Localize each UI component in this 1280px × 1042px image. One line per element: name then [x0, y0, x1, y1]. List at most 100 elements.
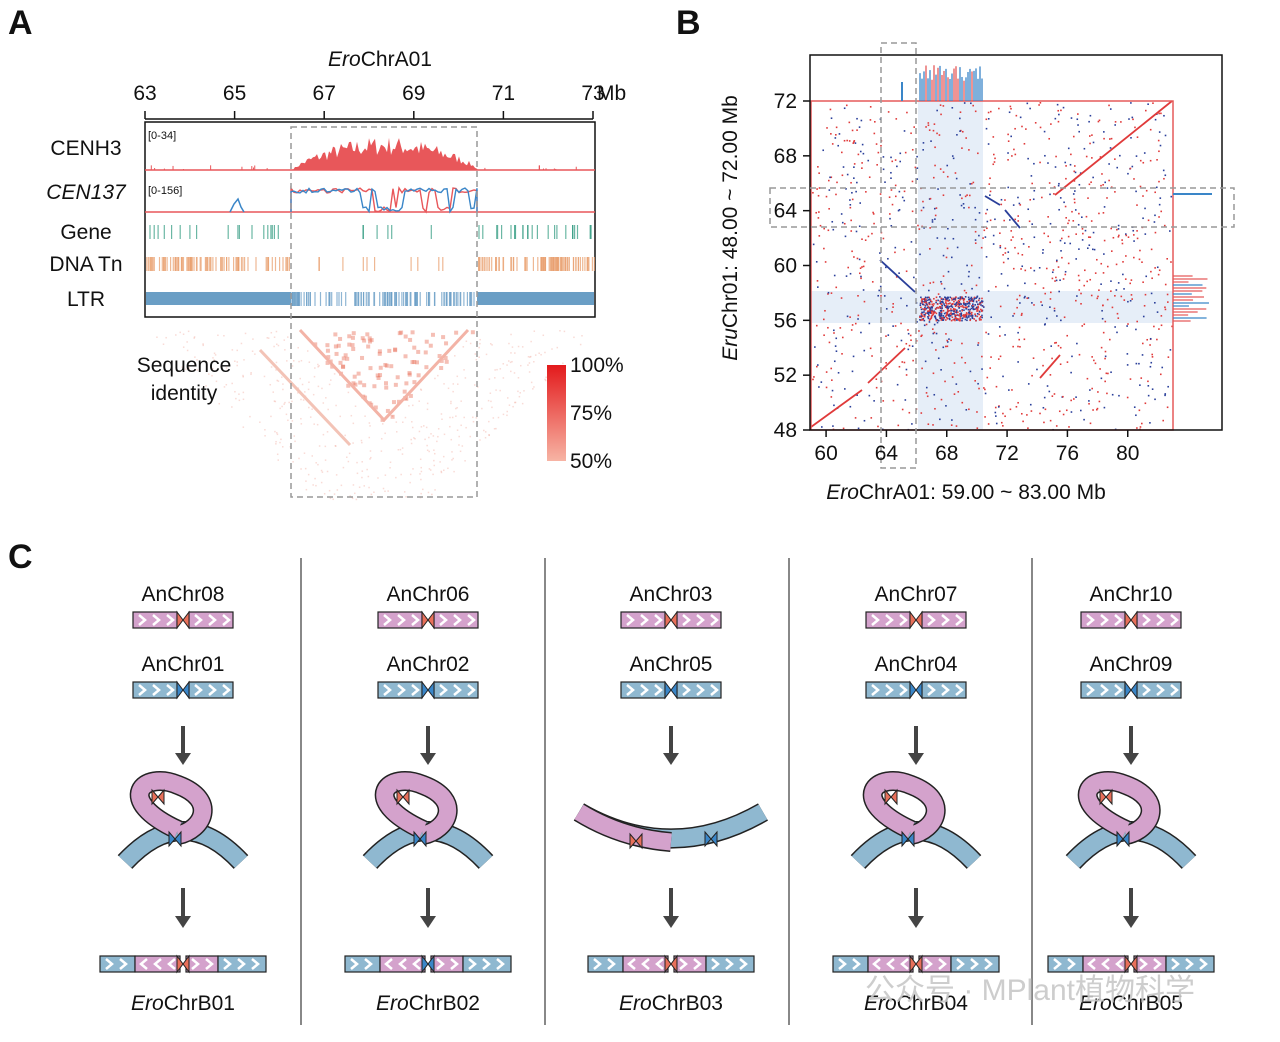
dot — [1088, 400, 1090, 402]
dot — [877, 151, 880, 154]
identity-cell — [544, 351, 546, 354]
feature — [549, 257, 551, 271]
dot — [1088, 244, 1091, 247]
dot — [986, 208, 989, 211]
dot — [846, 173, 849, 176]
identity-cell — [523, 390, 525, 392]
identity-cell — [430, 433, 432, 435]
dot — [1070, 371, 1072, 374]
dot — [968, 311, 970, 314]
identity-cell — [266, 337, 269, 339]
dot — [1007, 251, 1010, 253]
chevron — [725, 958, 734, 970]
dot — [882, 400, 885, 402]
dot — [1104, 181, 1107, 184]
dot — [1154, 118, 1157, 121]
feature — [319, 292, 322, 306]
identity-cell — [185, 368, 187, 370]
dot — [942, 105, 945, 107]
dot — [894, 251, 896, 254]
dot — [877, 294, 880, 297]
dot — [1106, 265, 1109, 268]
chevron — [1086, 684, 1095, 696]
feature — [153, 225, 155, 239]
identity-cell — [401, 453, 404, 455]
dot — [947, 307, 950, 309]
feature — [368, 292, 370, 306]
identity-cell — [383, 362, 388, 367]
identity-cell — [308, 381, 310, 384]
dot — [1086, 247, 1089, 250]
dot — [920, 306, 922, 309]
dot — [977, 342, 980, 344]
synteny-segment — [984, 195, 1001, 206]
identity-cell — [364, 415, 366, 417]
dot — [933, 323, 936, 326]
dot — [928, 310, 931, 312]
dot — [1088, 120, 1090, 123]
identity-cell — [277, 344, 280, 347]
identity-cell — [205, 385, 207, 387]
dot — [939, 309, 942, 312]
identity-cell — [563, 330, 566, 333]
identity-cell — [397, 449, 400, 451]
dot — [973, 296, 976, 299]
dot — [1004, 415, 1006, 418]
dot — [948, 299, 951, 301]
feature — [410, 292, 412, 306]
dot — [992, 234, 995, 237]
dot — [928, 314, 930, 317]
feature — [345, 292, 347, 306]
dot — [963, 289, 966, 292]
identity-cell — [338, 336, 343, 341]
identity-cell — [530, 340, 532, 343]
dot — [849, 199, 851, 201]
centromere — [176, 610, 190, 630]
identity-cell — [365, 332, 370, 337]
feature — [151, 257, 153, 271]
dot — [1153, 221, 1156, 223]
dot — [1154, 398, 1156, 401]
dot — [1154, 301, 1156, 304]
dot — [1039, 126, 1042, 129]
centromere — [396, 788, 410, 806]
dot — [1097, 391, 1099, 393]
identity-cell — [450, 400, 452, 403]
feature — [548, 257, 550, 271]
dot — [943, 312, 946, 315]
feature — [255, 257, 257, 271]
colorbar-label: 50% — [570, 450, 612, 473]
dot — [1004, 247, 1007, 250]
chevron — [397, 684, 406, 696]
dot — [1017, 215, 1020, 217]
dot — [1061, 256, 1063, 259]
dot — [986, 376, 989, 379]
dot — [959, 316, 962, 318]
identity-cell — [368, 366, 373, 371]
dot — [940, 303, 943, 306]
dot — [1090, 294, 1093, 297]
heatmap-label: Sequence — [137, 354, 232, 377]
title-italic: Ero — [328, 48, 361, 71]
dot — [951, 316, 954, 319]
identity-cell — [244, 332, 247, 335]
dot — [950, 313, 953, 316]
dot — [1078, 353, 1081, 356]
identity-cell — [269, 383, 272, 386]
identity-cell — [356, 461, 358, 464]
dot — [932, 424, 934, 426]
label-rest: ChrB05 — [1112, 992, 1183, 1015]
feature — [149, 257, 151, 271]
identity-cell — [354, 492, 356, 495]
feature — [514, 225, 516, 239]
dot — [896, 383, 899, 386]
dot — [984, 388, 986, 391]
dot — [908, 411, 911, 414]
chevron — [194, 684, 203, 696]
identity-cell — [221, 363, 223, 366]
dot — [875, 378, 878, 380]
dot — [961, 309, 963, 312]
identity-cell — [280, 438, 282, 441]
dot — [1055, 279, 1058, 282]
identity-cell — [532, 388, 534, 390]
